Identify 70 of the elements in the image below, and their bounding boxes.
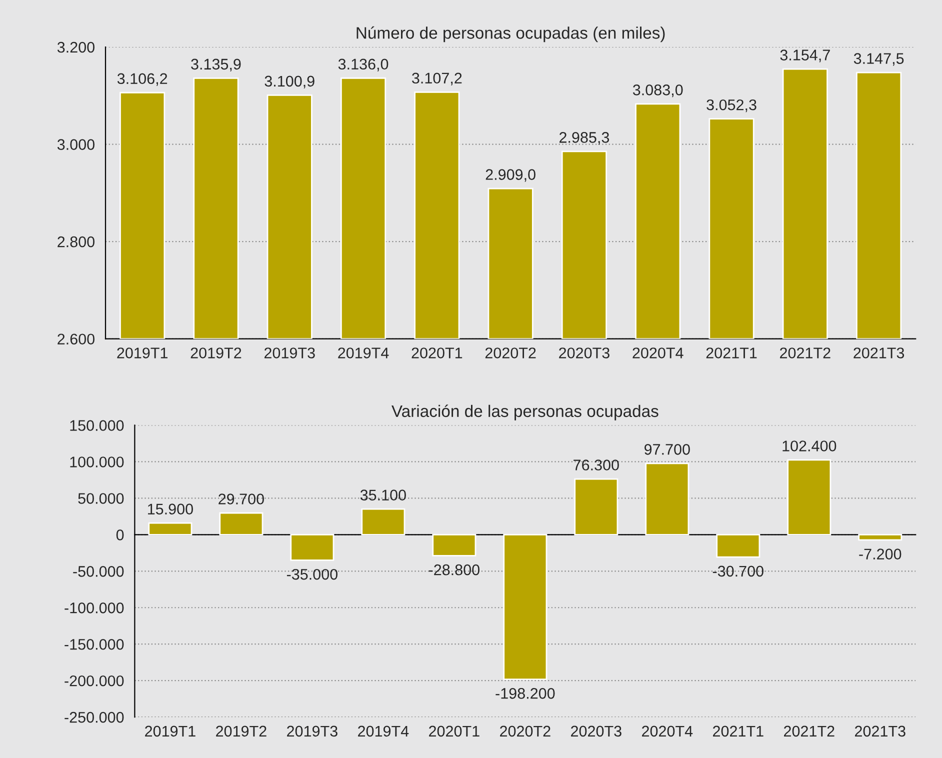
x-tick-label: 2020T4	[632, 348, 684, 358]
bar	[148, 522, 192, 536]
chart-title: Número de personas ocupadas (en miles)	[356, 26, 665, 42]
data-label: -7.200	[859, 548, 902, 560]
data-label: 2.985,3	[559, 132, 610, 145]
data-label: -30.700	[712, 566, 764, 577]
bar	[361, 508, 406, 536]
data-label: 29.700	[218, 494, 264, 504]
bar	[503, 534, 548, 680]
y-tick-label: -100.000	[64, 602, 124, 614]
data-label: 76.300	[574, 460, 619, 470]
y-tick-label: 50.000	[78, 493, 124, 504]
x-tick-label: 2019T3	[287, 726, 338, 737]
x-tick-label: 2019T1	[117, 348, 168, 358]
x-tick-label: 2020T1	[412, 348, 462, 358]
data-label: 35.100	[360, 490, 406, 500]
x-tick-label: 2021T3	[854, 348, 904, 358]
x-tick-label: 2019T2	[190, 348, 242, 358]
x-tick-label: 2021T3	[854, 726, 906, 737]
x-tick-label: 2021T1	[706, 348, 757, 358]
y-tick-label: 2.600	[58, 334, 94, 345]
data-label: -28.800	[428, 564, 480, 576]
x-tick-label: 2020T2	[485, 348, 536, 358]
bar	[716, 534, 760, 558]
data-label: 3.135,9	[191, 58, 241, 72]
x-tick-label: 2019T3	[264, 348, 315, 358]
data-label: 3.154,7	[780, 50, 830, 62]
x-tick-label: 2019T4	[358, 726, 409, 737]
y-tick-label: 150.000	[70, 420, 124, 431]
x-tick-label: 2019T1	[145, 726, 196, 737]
y-tick-label: 100.000	[70, 456, 124, 468]
y-tick-label: -250.000	[64, 712, 124, 723]
y-tick-label: 2.800	[58, 236, 94, 248]
data-label: 2.909,0	[486, 169, 536, 182]
data-label: 3.106,2	[117, 73, 168, 86]
x-tick-label: 2020T4	[642, 726, 693, 737]
chart-title: Variación de las personas ocupadas	[392, 404, 658, 420]
data-label: 3.107,2	[412, 72, 462, 86]
data-label: -198.200	[496, 688, 555, 699]
y-tick-label: -150.000	[64, 638, 124, 650]
y-tick-label: 3.200	[57, 42, 94, 53]
x-tick-label: 2019T2	[216, 726, 266, 737]
x-tick-label: 2020T1	[429, 726, 480, 737]
bar	[645, 462, 690, 536]
bar	[219, 512, 264, 536]
y-tick-label: 3.000	[57, 139, 94, 150]
bar	[290, 534, 334, 561]
data-label: 97.700	[644, 444, 690, 455]
data-label: 102.400	[782, 440, 836, 452]
data-label: 3.147,5	[854, 53, 904, 66]
x-tick-label: 2021T2	[784, 726, 834, 737]
y-tick-label: -200.000	[64, 675, 124, 686]
data-label: -35.000	[286, 568, 338, 580]
y-tick-label: 0	[116, 530, 124, 540]
x-tick-label: 2021T2	[780, 348, 830, 358]
y-tick-label: -50.000	[73, 566, 124, 577]
x-tick-label: 2020T3	[571, 726, 622, 737]
x-tick-label: 2020T2	[500, 726, 550, 737]
data-label: 3.136,0	[338, 58, 388, 72]
x-tick-label: 2020T3	[559, 348, 610, 358]
bar	[858, 534, 902, 541]
data-label: 15.900	[148, 504, 193, 514]
x-tick-label: 2021T1	[713, 726, 764, 737]
data-label: 3.052,3	[706, 99, 756, 112]
bar	[432, 534, 476, 556]
data-label: 3.083,0	[632, 84, 683, 98]
x-tick-label: 2019T4	[338, 348, 389, 358]
data-label: 3.100,9	[264, 76, 314, 88]
bar	[787, 459, 832, 536]
bar	[574, 478, 618, 536]
